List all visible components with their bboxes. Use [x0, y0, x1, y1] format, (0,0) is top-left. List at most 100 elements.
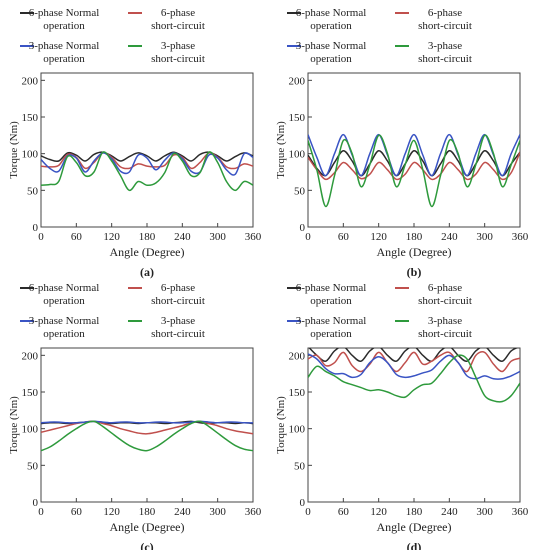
legend-label-line-2: operation: [310, 53, 352, 65]
panel-label: (b): [407, 265, 422, 279]
x-tick-label: 300: [476, 506, 493, 518]
series-line-six_short: [308, 151, 520, 181]
legend-label-line-2: operation: [43, 328, 85, 340]
legend-label-three_short: 3-phase short-circuit: [418, 315, 472, 340]
legend-label-line-1: 6-phase: [428, 282, 462, 294]
y-tick-label: 0: [300, 222, 306, 234]
y-tick-label: 100: [22, 424, 39, 436]
x-tick-label: 120: [370, 231, 387, 243]
x-tick-label: 360: [512, 506, 529, 518]
legend-label-line-1: 3-phase: [428, 40, 462, 52]
legend-label-three_short: 3-phase short-circuit: [418, 40, 472, 65]
y-axis-label: Torque (Nm): [275, 396, 287, 454]
legend-label-line-2: short-circuit: [418, 328, 472, 340]
legend-label-line-1: 6-phase: [161, 7, 195, 19]
y-tick-label: 100: [22, 149, 39, 161]
legend-label-line-2: operation: [43, 295, 85, 307]
y-axis-label: Torque (Nm): [275, 121, 287, 179]
series-line-three_normal: [41, 420, 253, 424]
y-axis-label: Torque (Nm): [8, 121, 20, 179]
x-axis-label: Angle (Degree): [377, 520, 452, 534]
x-tick-label: 360: [245, 231, 262, 243]
legend-label-line-1: 3-phase Normal: [296, 40, 367, 52]
x-axis-label: Angle (Degree): [110, 520, 185, 534]
panel-label: (c): [140, 540, 153, 550]
y-tick-label: 50: [294, 460, 306, 472]
x-tick-label: 60: [338, 231, 350, 243]
x-tick-label: 0: [305, 506, 311, 518]
legend-label-line-2: operation: [310, 20, 352, 32]
y-tick-label: 150: [22, 112, 39, 124]
x-tick-label: 0: [38, 231, 44, 243]
legend-label-line-2: short-circuit: [418, 20, 472, 32]
x-axis-label: Angle (Degree): [377, 245, 452, 259]
legend-label-line-2: short-circuit: [418, 295, 472, 307]
legend-label-line-2: operation: [310, 328, 352, 340]
series-line-six_normal: [308, 149, 520, 177]
y-tick-label: 150: [289, 387, 306, 399]
x-tick-label: 60: [71, 506, 83, 518]
y-tick-label: 200: [289, 75, 306, 87]
x-tick-label: 240: [441, 506, 458, 518]
y-tick-label: 150: [289, 112, 306, 124]
legend-label-line-1: 6-phase: [161, 282, 195, 294]
x-tick-label: 180: [139, 231, 156, 243]
legend-label-six_short: 6-phase short-circuit: [151, 282, 205, 307]
panel-label: (a): [140, 265, 154, 279]
series-line-three_normal: [308, 353, 520, 380]
x-tick-label: 360: [245, 506, 262, 518]
legend-label-line-1: 6-phase: [428, 7, 462, 19]
series-line-three_short: [308, 354, 520, 403]
x-tick-label: 60: [71, 231, 83, 243]
y-tick-label: 200: [289, 350, 306, 362]
legend-label-line-1: 6-phase Normal: [296, 7, 367, 19]
legend-label-six_short: 6-phase short-circuit: [418, 282, 472, 307]
plot-frame: [307, 347, 521, 503]
x-tick-label: 180: [139, 506, 156, 518]
x-tick-label: 180: [406, 506, 423, 518]
series-line-six_normal: [41, 151, 253, 163]
x-tick-label: 180: [406, 231, 423, 243]
legend-label-three_normal: 3-phase Normal operation: [29, 40, 100, 65]
x-tick-label: 120: [103, 231, 120, 243]
legend-label-line-1: 3-phase Normal: [29, 315, 100, 327]
legend-label-six_normal: 6-phase Normal operation: [29, 7, 100, 32]
x-tick-label: 240: [174, 231, 191, 243]
legend-label-line-2: short-circuit: [151, 295, 205, 307]
y-tick-label: 150: [22, 387, 39, 399]
chart-panel-1: 6-phase Normal operation 6-phase short-circ…: [8, 7, 262, 279]
legend-label-line-1: 3-phase Normal: [29, 40, 100, 52]
x-tick-label: 0: [38, 506, 44, 518]
legend-label-line-2: short-circuit: [418, 53, 472, 65]
legend-label-line-2: operation: [310, 295, 352, 307]
legend-label-three_short: 3-phase short-circuit: [151, 315, 205, 340]
legend-label-three_short: 3-phase short-circuit: [151, 40, 205, 65]
legend-label-line-2: short-circuit: [151, 328, 205, 340]
x-tick-label: 120: [370, 506, 387, 518]
y-tick-label: 200: [22, 350, 39, 362]
legend-label-line-2: short-circuit: [151, 53, 205, 65]
series-line-three_normal: [41, 152, 253, 176]
y-tick-label: 0: [33, 222, 39, 234]
series-line-six_normal: [308, 348, 519, 363]
legend-label-six_normal: 6-phase Normal operation: [29, 282, 100, 307]
legend-label-three_normal: 3-phase Normal operation: [296, 40, 367, 65]
y-tick-label: 100: [289, 424, 306, 436]
y-tick-label: 50: [27, 460, 39, 472]
legend-label-line-2: operation: [43, 20, 85, 32]
x-tick-label: 120: [103, 506, 120, 518]
legend-label-line-2: operation: [43, 53, 85, 65]
legend-label-six_normal: 6-phase Normal operation: [296, 7, 367, 32]
legend-label-six_short: 6-phase short-circuit: [418, 7, 472, 32]
x-tick-label: 300: [476, 231, 493, 243]
series-line-three_short: [308, 134, 520, 208]
y-tick-label: 200: [22, 75, 39, 87]
y-tick-label: 50: [27, 185, 39, 197]
legend-label-three_normal: 3-phase Normal operation: [29, 315, 100, 340]
x-tick-label: 0: [305, 231, 311, 243]
legend-label-line-1: 6-phase Normal: [29, 282, 100, 294]
y-tick-label: 0: [300, 497, 306, 509]
x-tick-label: 300: [209, 231, 226, 243]
